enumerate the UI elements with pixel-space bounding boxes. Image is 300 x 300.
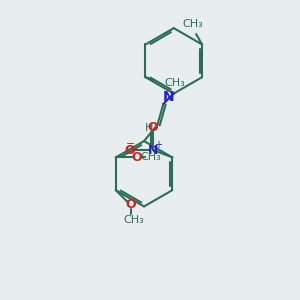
- Text: CH₃: CH₃: [140, 152, 161, 162]
- Text: +: +: [154, 140, 162, 150]
- Text: N: N: [148, 143, 158, 157]
- Text: N: N: [163, 90, 175, 104]
- Text: O: O: [125, 143, 136, 157]
- Text: O: O: [148, 121, 158, 134]
- Text: −: −: [125, 139, 135, 149]
- Text: H: H: [145, 123, 153, 133]
- Text: O: O: [131, 151, 142, 164]
- Text: CH₃: CH₃: [165, 78, 185, 88]
- Text: CH₃: CH₃: [123, 215, 144, 225]
- Text: CH₃: CH₃: [183, 19, 204, 29]
- Text: O: O: [125, 199, 136, 212]
